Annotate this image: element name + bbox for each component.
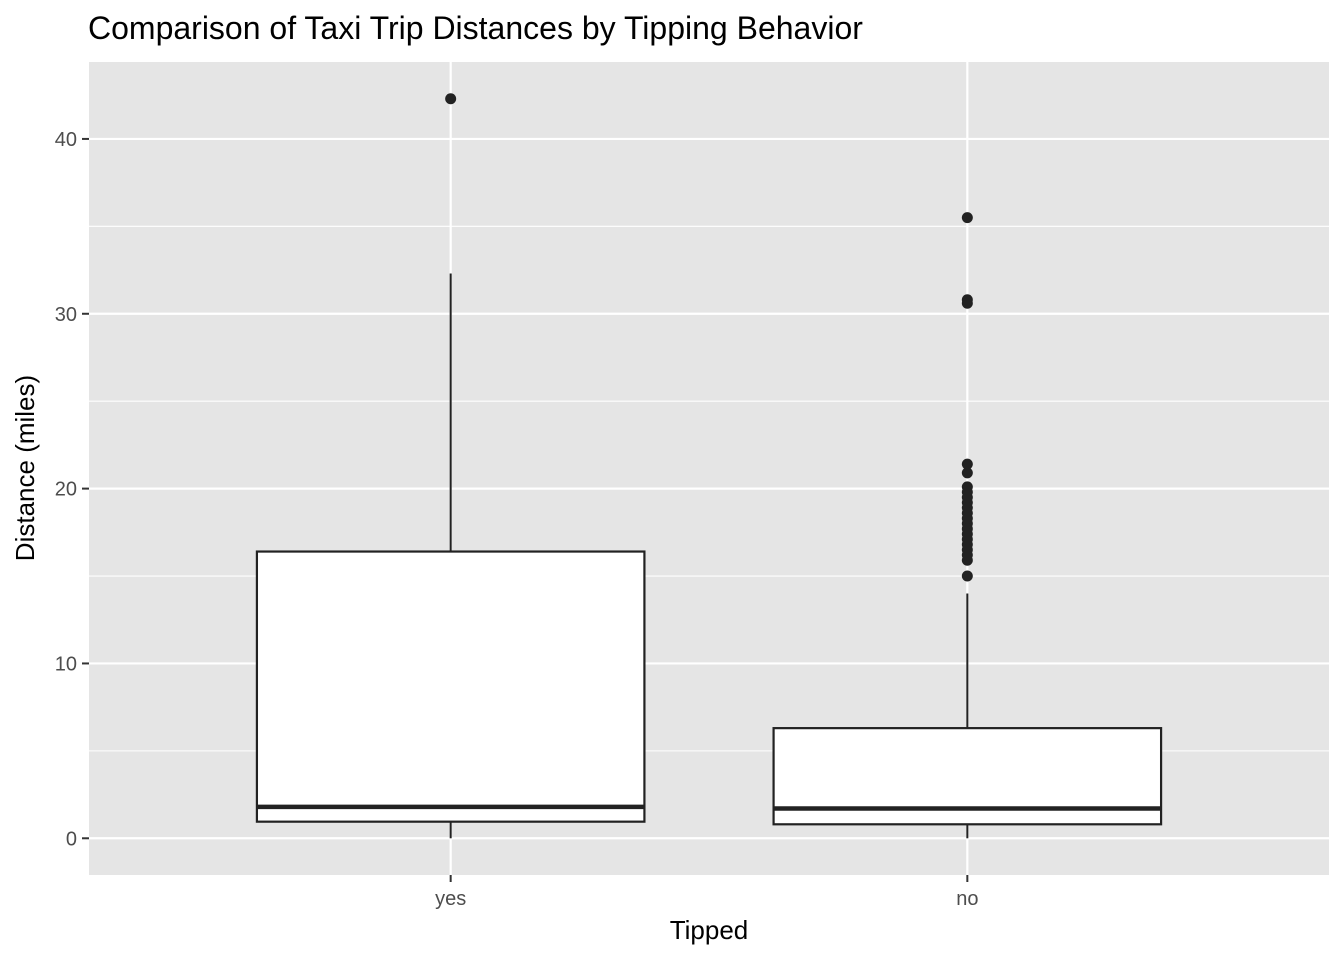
outlier-point bbox=[445, 93, 457, 105]
y-tick-label: 40 bbox=[55, 129, 77, 151]
x-axis: yes no bbox=[435, 875, 978, 910]
iqr-box bbox=[255, 550, 646, 823]
outlier-point bbox=[961, 481, 973, 493]
box-no bbox=[772, 212, 1163, 839]
y-axis: 0 10 20 30 40 bbox=[55, 129, 89, 850]
y-tick-label: 20 bbox=[55, 479, 77, 501]
outlier-point bbox=[961, 458, 973, 470]
y-tick-label: 0 bbox=[66, 828, 77, 850]
outlier-point bbox=[961, 570, 973, 582]
y-tick-label: 10 bbox=[55, 653, 77, 675]
chart-title: Comparison of Taxi Trip Distances by Tip… bbox=[88, 10, 863, 46]
x-tick-label: yes bbox=[435, 888, 466, 910]
outlier-point bbox=[961, 212, 973, 224]
outlier-point bbox=[961, 294, 973, 306]
box-group bbox=[255, 93, 1163, 839]
x-tick-label: no bbox=[956, 888, 978, 910]
y-axis-title: Distance (miles) bbox=[10, 375, 40, 561]
box-yes bbox=[255, 93, 646, 839]
y-tick-label: 30 bbox=[55, 304, 77, 326]
outlier-point bbox=[961, 467, 973, 479]
x-axis-title: Tipped bbox=[670, 915, 749, 945]
